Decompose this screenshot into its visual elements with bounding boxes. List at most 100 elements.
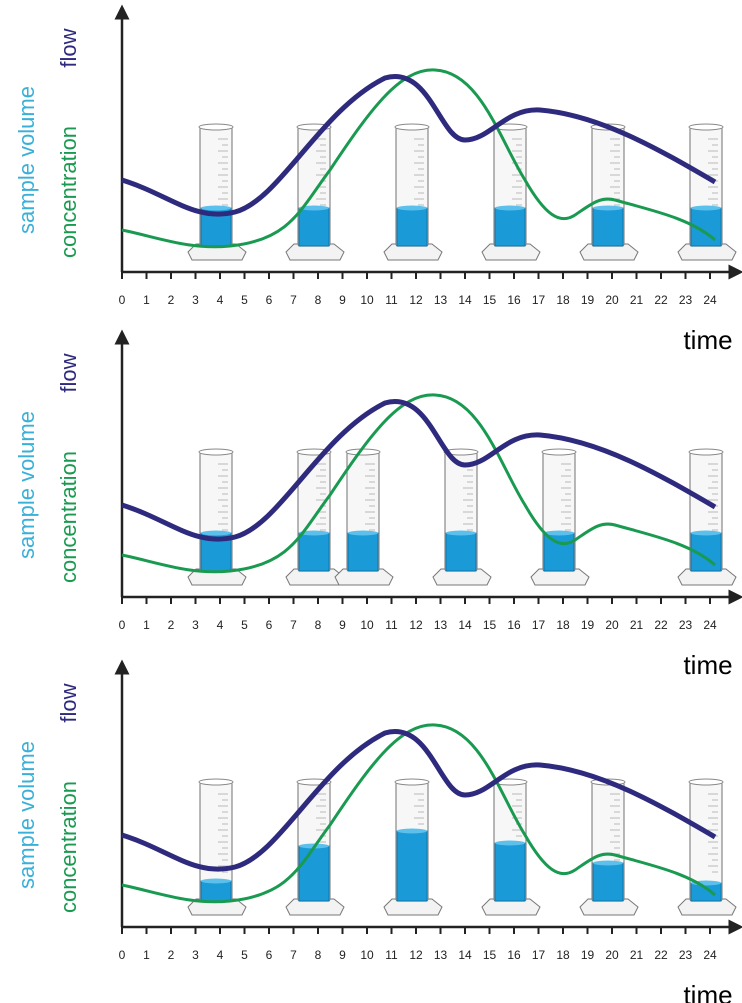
concentration-curve	[121, 723, 716, 904]
x-tick-label: 23	[679, 948, 693, 962]
x-tick-label: 0	[119, 293, 126, 307]
cylinder-rim	[198, 778, 234, 786]
x-tick-label: 10	[360, 293, 374, 307]
cylinder	[285, 448, 345, 586]
x-tick-label: 1	[143, 293, 150, 307]
x-tick-label: 21	[630, 948, 644, 962]
x-tick-label: 17	[532, 948, 546, 962]
liquid	[592, 862, 624, 902]
x-tick-label: 11	[385, 293, 398, 307]
liquid-surface	[397, 828, 427, 834]
panel: 0 1 2 3 4 5 6 7 8 9 10 11 12 13 14 15 16 17 18 19 20 21 22 23 24…	[14, 329, 742, 680]
sample-volume-label: sample volume	[14, 411, 39, 559]
x-tick-label: 14	[458, 293, 472, 307]
cylinder-rim	[541, 448, 577, 456]
flow-label: flow	[56, 353, 81, 392]
cylinder-base	[579, 243, 639, 261]
cylinder	[579, 123, 639, 261]
x-tick-label: 5	[241, 293, 248, 307]
concentration-label: concentration	[56, 781, 81, 913]
liquid-surface	[495, 205, 525, 211]
x-tick-label: 3	[192, 948, 199, 962]
cylinder	[677, 123, 737, 261]
time-label: time	[683, 650, 732, 680]
cylinder	[677, 448, 737, 586]
liquid	[592, 207, 624, 247]
cylinder	[481, 778, 541, 916]
liquid-surface	[593, 205, 623, 211]
x-tick-label: 13	[434, 618, 448, 632]
x-tick-label: 18	[556, 618, 570, 632]
cylinder	[677, 778, 737, 916]
liquid-surface	[348, 530, 378, 536]
liquid	[494, 842, 526, 902]
x-tick-label: 11	[385, 618, 398, 632]
sample-volume-label: sample volume	[14, 86, 39, 234]
flow-curve	[121, 399, 717, 542]
x-tick-label: 24	[703, 293, 717, 307]
sample-volume-label: sample volume	[14, 741, 39, 889]
x-tick-label: 14	[458, 948, 472, 962]
x-tick-label: 17	[532, 293, 546, 307]
x-tick-label: 24	[703, 948, 717, 962]
x-tick-label: 8	[315, 948, 322, 962]
x-tick-label: 5	[241, 948, 248, 962]
liquid	[298, 845, 330, 902]
x-tick-label: 8	[315, 618, 322, 632]
x-tick-label: 12	[409, 618, 423, 632]
liquid	[543, 532, 575, 572]
x-tick-label: 23	[679, 293, 693, 307]
cylinder-rim	[198, 448, 234, 456]
x-tick-label: 0	[119, 618, 126, 632]
panel: 0 1 2 3 4 5 6 7 8 9 10 11 12 13 14 15 16 17 18 19 20 21 22 23 24…	[14, 659, 742, 1003]
cylinder	[481, 123, 541, 261]
x-tick-label: 2	[168, 618, 175, 632]
liquid	[396, 207, 428, 247]
cylinder	[187, 123, 247, 261]
cylinder-base	[530, 568, 590, 586]
x-tick-label: 7	[290, 618, 297, 632]
x-tick-label: 9	[339, 948, 346, 962]
liquid-surface	[201, 878, 231, 884]
x-tick-label: 16	[507, 293, 521, 307]
x-tick-label: 15	[483, 618, 497, 632]
x-tick-label: 4	[217, 948, 224, 962]
cylinder	[383, 778, 443, 916]
liquid-surface	[593, 860, 623, 866]
x-tick-label: 1	[143, 948, 150, 962]
x-tick-label: 10	[360, 618, 374, 632]
panel: 0 1 2 3 4 5 6 7 8 9 10 11 12 13 14 15 16 17 18 19 20 21 22 23 24…	[14, 4, 742, 355]
liquid	[298, 207, 330, 247]
cylinder	[285, 123, 345, 261]
x-tick-label: 6	[266, 293, 273, 307]
x-tick-label: 3	[192, 293, 199, 307]
cylinder	[334, 448, 394, 586]
x-tick-label: 18	[556, 948, 570, 962]
cylinder	[187, 778, 247, 916]
x-tick-label: 5	[241, 618, 248, 632]
x-tick-label: 21	[630, 293, 644, 307]
cylinder-base	[481, 243, 541, 261]
x-tick-label: 20	[605, 618, 619, 632]
x-tick-label: 13	[434, 293, 448, 307]
concentration-label: concentration	[56, 451, 81, 583]
x-tick-label: 14	[458, 618, 472, 632]
liquid-surface	[299, 530, 329, 536]
flow-curve	[121, 729, 717, 872]
cylinder-rim	[443, 448, 479, 456]
concentration-label: concentration	[56, 126, 81, 258]
flow-label: flow	[56, 28, 81, 67]
cylinder	[187, 448, 247, 586]
x-tick-label: 12	[409, 293, 423, 307]
x-tick-label: 8	[315, 293, 322, 307]
x-tick-label: 17	[532, 618, 546, 632]
x-tick-label: 7	[290, 293, 297, 307]
cylinder-base	[383, 898, 443, 916]
liquid-surface	[691, 205, 721, 211]
cylinder-base	[481, 898, 541, 916]
liquid	[298, 532, 330, 572]
cylinder-base	[383, 243, 443, 261]
cylinder-base	[285, 243, 345, 261]
x-tick-label: 10	[360, 948, 374, 962]
x-tick-label: 23	[679, 618, 693, 632]
